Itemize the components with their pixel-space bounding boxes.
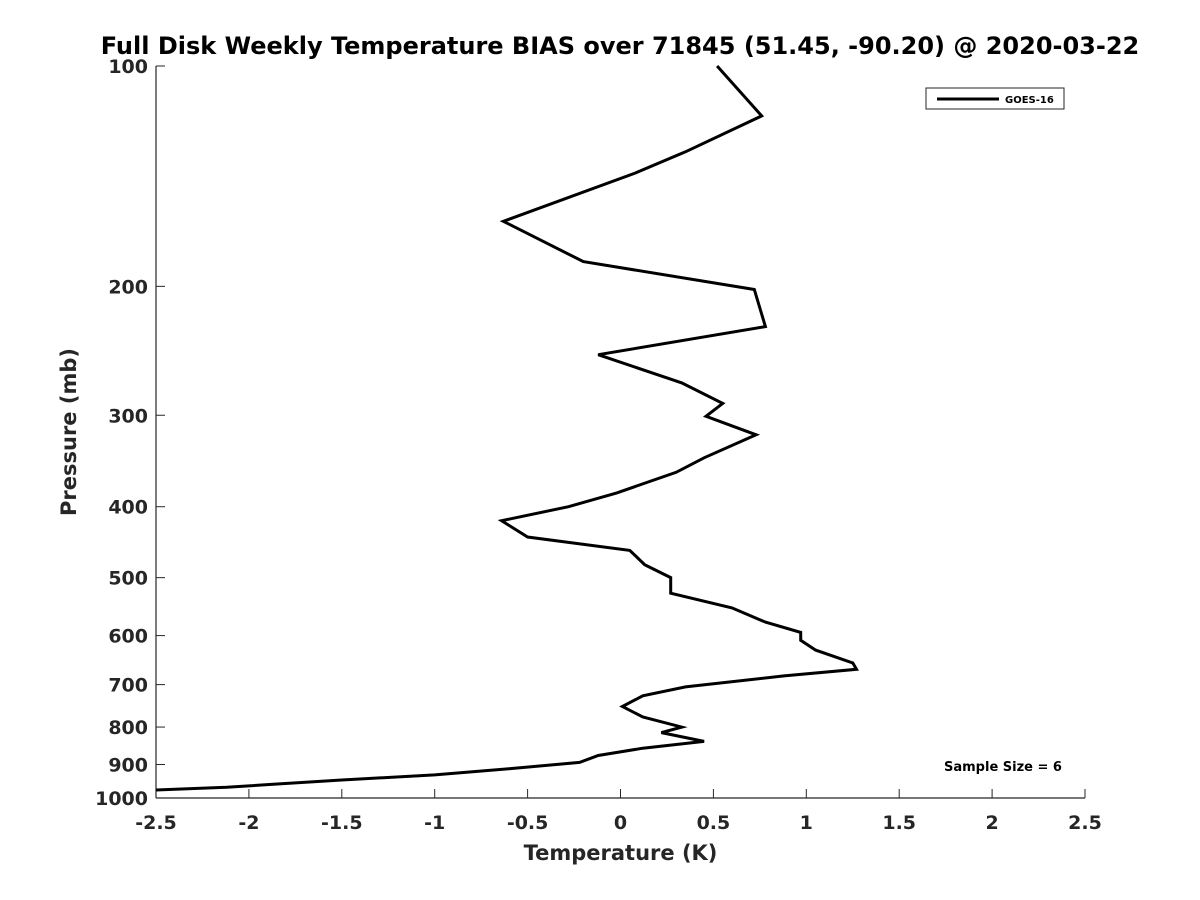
x-tick-label: -0.5 — [507, 812, 549, 834]
legend: GOES-16 — [925, 87, 1065, 110]
x-tick-label: -2.5 — [135, 812, 177, 834]
sample-size-annotation: Sample Size = 6 — [944, 760, 1062, 775]
y-tick-label: 500 — [108, 568, 148, 590]
legend-entry: GOES-16 — [1005, 95, 1054, 106]
plot-area — [155, 65, 859, 792]
axes — [155, 66, 1085, 799]
x-tick-label: -2 — [238, 812, 259, 834]
y-tick-label: 100 — [108, 56, 148, 78]
y-tick-label: 600 — [108, 626, 148, 648]
x-tick-label: 0 — [614, 812, 627, 834]
y-tick-label: 300 — [108, 405, 148, 427]
x-tick-label: 2.5 — [1068, 812, 1102, 834]
x-axis-label: Temperature (K) — [524, 841, 718, 865]
x-axis-ticks: -2.5 -2 -1.5 -1 -0.5 0 0.5 1 1.5 2 2.5 — [135, 789, 1102, 834]
x-tick-label: -1 — [424, 812, 445, 834]
y-tick-label: 900 — [108, 755, 148, 777]
y-tick-label: 1000 — [95, 788, 148, 810]
y-tick-label: 200 — [108, 276, 148, 298]
y-tick-label: 800 — [108, 717, 148, 739]
x-tick-label: -1.5 — [321, 812, 363, 834]
x-tick-label: 0.5 — [697, 812, 731, 834]
y-axis-label: Pressure (mb) — [57, 348, 81, 516]
y-tick-label: 400 — [108, 497, 148, 519]
y-axis-ticks: 100 200 300 400 500 600 700 800 900 1000 — [95, 56, 165, 810]
series-line-0 — [155, 65, 859, 792]
x-tick-label: 2 — [985, 812, 998, 834]
chart-title: Full Disk Weekly Temperature BIAS over 7… — [101, 32, 1140, 60]
x-tick-label: 1.5 — [882, 812, 916, 834]
y-tick-label: 700 — [108, 675, 148, 697]
x-tick-label: 1 — [800, 812, 813, 834]
